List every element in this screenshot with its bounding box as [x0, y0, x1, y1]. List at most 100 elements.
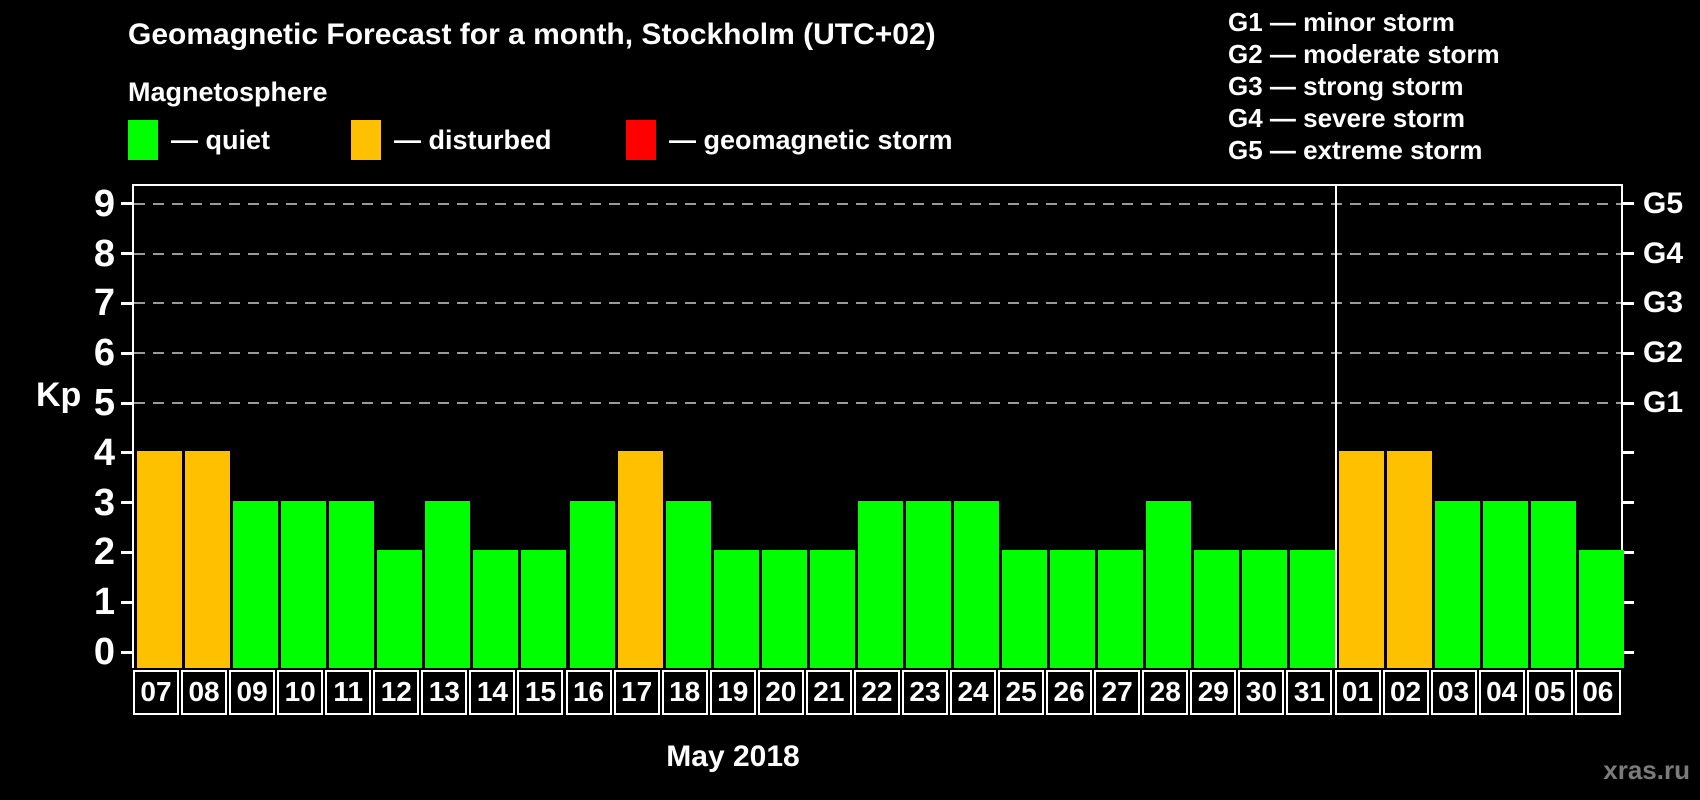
day-cell-10: 10 — [277, 670, 324, 715]
right-axis-tick — [1623, 501, 1634, 505]
bar-day-10 — [281, 500, 327, 668]
y-tick-label-4: 4 — [93, 431, 115, 474]
day-cell-16: 16 — [565, 670, 612, 715]
bar-day-17 — [617, 450, 663, 668]
bar-day-27 — [1098, 550, 1144, 668]
gridline-kp-5 — [134, 402, 1621, 404]
right-axis-label-g3: G3 — [1643, 286, 1684, 320]
bar-day-08 — [185, 450, 231, 668]
bar-day-01 — [1338, 450, 1384, 668]
day-cell-12: 12 — [373, 670, 420, 715]
left-axis-tick — [121, 501, 132, 505]
storm-scale-legend: G1 — minor storm G2 — moderate storm G3 … — [1228, 6, 1500, 166]
right-axis-tick — [1623, 351, 1634, 355]
left-axis-tick — [121, 202, 132, 206]
day-cell-28: 28 — [1142, 670, 1189, 715]
day-cell-26: 26 — [1046, 670, 1093, 715]
bar-day-09 — [233, 500, 279, 668]
bar-day-11 — [329, 500, 375, 668]
bar-day-20 — [761, 550, 807, 668]
left-axis-tick — [121, 401, 132, 405]
day-cell-30: 30 — [1238, 670, 1285, 715]
day-cell-31: 31 — [1286, 670, 1333, 715]
day-cell-03: 03 — [1430, 670, 1477, 715]
day-cell-15: 15 — [517, 670, 564, 715]
bar-day-29 — [1194, 550, 1240, 668]
day-cell-17: 17 — [613, 670, 660, 715]
bar-day-12 — [377, 550, 423, 668]
y-axis-label: Kp — [36, 376, 82, 414]
bar-day-18 — [665, 500, 711, 668]
storm-color-swatch — [626, 120, 656, 160]
right-axis-label-g5: G5 — [1643, 186, 1684, 220]
bar-day-16 — [569, 500, 615, 668]
right-axis-tick — [1623, 650, 1634, 654]
bar-day-15 — [521, 550, 567, 668]
bar-day-14 — [473, 550, 519, 668]
day-cell-21: 21 — [805, 670, 852, 715]
right-axis-tick — [1623, 301, 1634, 305]
storm-scale-g1: G1 — minor storm — [1228, 7, 1455, 37]
left-axis-tick — [121, 351, 132, 355]
right-axis-tick — [1623, 252, 1634, 256]
right-axis-tick — [1623, 451, 1634, 455]
bar-day-24 — [954, 500, 1000, 668]
day-cell-07: 07 — [133, 670, 179, 715]
legend-item-label: — quiet — [171, 124, 270, 155]
month-label: May 2018 — [666, 740, 800, 773]
gridline-kp-8 — [134, 252, 1621, 255]
bar-day-22 — [857, 500, 903, 668]
right-axis-tick — [1623, 202, 1634, 206]
legend-item-quiet: — quiet — [128, 119, 270, 161]
storm-scale-g4: G4 — severe storm — [1228, 103, 1466, 133]
day-cell-02: 02 — [1382, 670, 1429, 715]
right-axis-tick — [1623, 600, 1634, 604]
bar-day-04 — [1482, 500, 1528, 668]
right-axis-tick — [1623, 550, 1634, 554]
day-cell-04: 04 — [1478, 670, 1525, 715]
day-cell-11: 11 — [325, 670, 372, 715]
month-divider-line — [1334, 186, 1337, 668]
y-tick-label-7: 7 — [93, 282, 115, 325]
legend-item-label: — disturbed — [394, 124, 552, 155]
bar-day-03 — [1434, 500, 1480, 668]
day-cell-23: 23 — [901, 670, 948, 715]
watermark: xras.ru — [1603, 755, 1690, 785]
day-cell-18: 18 — [661, 670, 708, 715]
left-axis-tick — [121, 451, 132, 455]
bar-day-07 — [137, 450, 182, 668]
bar-day-05 — [1530, 500, 1576, 668]
legend-item-label: — geomagnetic storm — [669, 124, 953, 155]
bar-day-31 — [1290, 550, 1336, 668]
gridline-kp-9 — [134, 202, 1621, 205]
bar-day-30 — [1242, 550, 1288, 668]
storm-scale-g5: G5 — extreme storm — [1228, 135, 1483, 165]
bar-day-23 — [905, 500, 951, 668]
chart-title: Geomagnetic Forecast for a month, Stockh… — [128, 18, 936, 51]
y-tick-label-0: 0 — [93, 631, 115, 673]
plot-area: 0 1 2 3 4 5 6 7 8 9 G1 G2 G3 G4 G5 — [94, 184, 1683, 672]
y-tick-label-9: 9 — [93, 182, 115, 225]
y-tick-label-3: 3 — [93, 481, 115, 524]
day-axis: 07 08 09 10 11 12 13 14 15 16 17 18 19 20 21 22 23 24 25 26… — [132, 670, 1623, 715]
y-tick-label-5: 5 — [93, 382, 115, 424]
bar-day-06 — [1578, 550, 1624, 668]
y-tick-label-8: 8 — [93, 232, 115, 275]
day-cell-05: 05 — [1526, 670, 1573, 715]
legend-item-disturbed: — disturbed — [351, 119, 552, 161]
right-axis-label-g2: G2 — [1643, 336, 1684, 370]
day-cell-25: 25 — [998, 670, 1045, 715]
storm-scale-g2: G2 — moderate storm — [1228, 39, 1500, 69]
right-axis-tick — [1623, 401, 1634, 405]
bar-day-13 — [425, 500, 471, 668]
day-cell-24: 24 — [950, 670, 997, 715]
left-axis-tick — [121, 600, 132, 604]
day-cell-27: 27 — [1094, 670, 1141, 715]
disturbed-color-swatch — [351, 120, 381, 160]
day-cell-13: 13 — [421, 670, 468, 715]
day-cell-29: 29 — [1190, 670, 1237, 715]
y-tick-label-2: 2 — [93, 531, 115, 574]
left-axis-tick — [121, 252, 132, 256]
right-axis-label-g4: G4 — [1643, 236, 1684, 270]
